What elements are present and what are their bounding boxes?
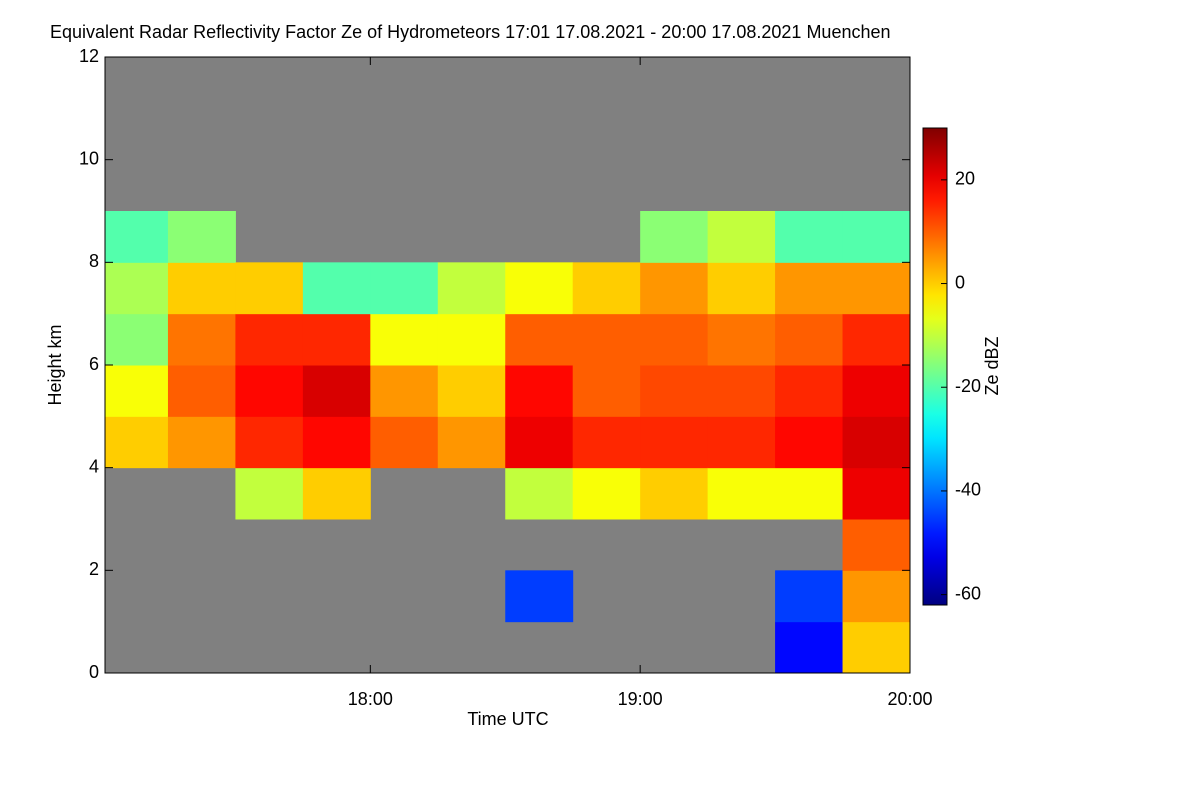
heatmap-cell: [370, 313, 439, 366]
x-tick-label: 20:00: [887, 689, 932, 709]
heatmap-cell: [842, 519, 910, 571]
heatmap-cell: [640, 313, 709, 366]
heatmap-cell: [572, 365, 641, 417]
x-axis-label: Time UTC: [467, 709, 548, 729]
heatmap-cell: [842, 621, 910, 673]
heatmap-cell: [640, 467, 709, 520]
heatmap-cell: [707, 211, 776, 263]
y-tick-label: 8: [89, 251, 99, 271]
heatmap-cell: [235, 313, 304, 366]
heatmap-cell: [167, 365, 236, 417]
colorbar-tick-label: -60: [955, 583, 981, 603]
y-tick-label: 0: [89, 662, 99, 682]
colorbar-tick-label: 20: [955, 169, 975, 189]
heatmap-cell: [842, 211, 910, 263]
chart-title: Equivalent Radar Reflectivity Factor Ze …: [50, 22, 891, 42]
heatmap-cell: [167, 416, 236, 469]
y-tick-label: 6: [89, 354, 99, 374]
colorbar-label: Ze dBZ: [982, 336, 1002, 395]
heatmap-cell: [235, 467, 304, 520]
heatmap-cell: [707, 416, 776, 469]
heatmap-cell: [640, 262, 709, 315]
heatmap-cell: [842, 365, 910, 417]
heatmap-cell: [775, 621, 844, 673]
heatmap-cell: [235, 365, 304, 417]
heatmap-cell: [302, 467, 371, 520]
x-tick-label: 19:00: [618, 689, 663, 709]
heatmap-cell: [640, 365, 709, 417]
heatmap-cell: [572, 313, 641, 366]
y-axis-label: Height km: [45, 324, 65, 405]
heatmap-cell: [505, 262, 574, 315]
heatmap-cell: [842, 416, 910, 469]
heatmap-cell: [167, 262, 236, 315]
heatmap-cell: [105, 211, 169, 263]
heatmap-cell: [775, 467, 844, 520]
heatmap-cell: [302, 416, 371, 469]
heatmap-cell: [505, 313, 574, 366]
heatmap-cell: [505, 467, 574, 520]
heatmap-cell: [167, 313, 236, 366]
heatmap-cell: [842, 313, 910, 366]
heatmap-cell: [105, 262, 169, 315]
heatmap-cell: [707, 262, 776, 315]
heatmap-cell: [302, 313, 371, 366]
heatmap-cell: [302, 365, 371, 417]
heatmap-cell: [842, 262, 910, 315]
y-tick-label: 12: [79, 46, 99, 66]
colorbar-tick-label: 0: [955, 272, 965, 292]
heatmap-cell: [707, 313, 776, 366]
x-tick-label: 18:00: [348, 689, 393, 709]
y-tick-label: 2: [89, 559, 99, 579]
heatmap-cell: [707, 365, 776, 417]
heatmap-cell: [105, 416, 169, 469]
colorbar-tick-label: -20: [955, 376, 981, 396]
heatmap-cell: [505, 416, 574, 469]
heatmap-cell: [775, 262, 844, 315]
heatmap-cell: [235, 416, 304, 469]
heatmap-cell: [235, 262, 304, 315]
y-tick-label: 10: [79, 148, 99, 168]
y-tick-label: 4: [89, 456, 99, 476]
heatmap-cell: [437, 313, 506, 366]
heatmap-cell: [437, 262, 506, 315]
heatmap-cell: [437, 416, 506, 469]
heatmap-cell: [370, 365, 439, 417]
heatmap-cell: [505, 365, 574, 417]
heatmap-cell: [370, 262, 439, 315]
heatmap-cell: [775, 313, 844, 366]
heatmap-cell: [842, 570, 910, 623]
heatmap-cell: [572, 416, 641, 469]
heatmap-cell: [842, 467, 910, 520]
heatmap-cell: [707, 467, 776, 520]
colorbar: [922, 127, 948, 606]
heatmap-cell: [105, 365, 169, 417]
heatmap-cell: [775, 211, 844, 263]
heatmap-cell: [505, 570, 574, 623]
heatmap-cell: [437, 365, 506, 417]
heatmap-cell: [572, 467, 641, 520]
colorbar-tick-label: -40: [955, 480, 981, 500]
heatmap-cell: [640, 416, 709, 469]
heatmap-cell: [640, 211, 709, 263]
heatmap-cell: [775, 365, 844, 417]
heatmap-cell: [105, 313, 169, 366]
heatmap-cell: [370, 416, 439, 469]
heatmap-cell: [167, 211, 236, 263]
plot-area: [105, 57, 910, 673]
heatmap-cell: [302, 262, 371, 315]
heatmap-cell: [775, 570, 844, 623]
heatmap-cell: [775, 416, 844, 469]
heatmap-cell: [572, 262, 641, 315]
